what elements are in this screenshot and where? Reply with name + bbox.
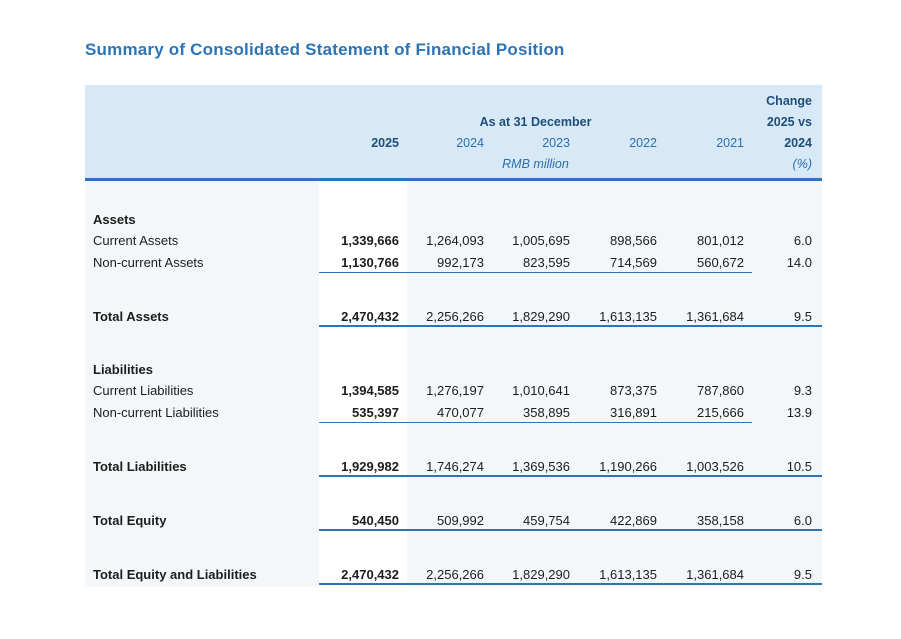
table-row: Liabilities [85, 359, 822, 380]
section-rule [319, 583, 822, 585]
value-cell: 358,158 [697, 512, 744, 528]
row-label: Liabilities [93, 362, 153, 377]
value-cell: 540,450 [352, 512, 399, 528]
table-row: Total Liabilities 1,929,982 1,746,274 1,… [85, 455, 822, 477]
spacer-row [85, 477, 822, 509]
value-cell: 787,860 [697, 383, 744, 398]
spacer-row [85, 327, 822, 359]
section-rule [319, 422, 752, 423]
value-cell: 1,746,274 [426, 458, 484, 474]
header-change-unit: (%) [792, 156, 812, 171]
spacer-row [85, 273, 822, 305]
table-row: Total Equity 540,450 509,992 459,754 422… [85, 509, 822, 531]
value-cell: 823,595 [523, 254, 570, 270]
table-row: Total Assets 2,470,432 2,256,266 1,829,2… [85, 305, 822, 327]
page-title: Summary of Consolidated Statement of Fin… [85, 40, 565, 59]
value-cell: 560,672 [697, 254, 744, 270]
row-label: Total Equity and Liabilities [93, 566, 257, 582]
value-cell: 1,005,695 [512, 233, 570, 248]
value-cell: 1,010,641 [512, 383, 570, 398]
section-rule [319, 325, 822, 327]
change-cell: 9.5 [793, 308, 812, 324]
section-rule [319, 272, 752, 273]
value-cell: 358,895 [523, 404, 570, 420]
value-cell: 873,375 [610, 383, 657, 398]
value-cell: 1,190,266 [599, 458, 657, 474]
spacer-row [85, 423, 822, 455]
row-label: Non-current Liabilities [93, 404, 219, 420]
change-cell: 9.3 [793, 383, 812, 398]
section-rule [319, 529, 822, 531]
value-cell: 316,891 [610, 404, 657, 420]
value-cell: 470,077 [437, 404, 484, 420]
value-cell: 1,130,766 [341, 254, 399, 270]
row-label: Total Liabilities [93, 458, 187, 474]
spacer-row [85, 531, 822, 563]
financial-position-table: Change As at 31 December 2025 vs 2025 20… [85, 85, 822, 587]
value-cell: 1,264,093 [426, 233, 484, 248]
header-change-line2: 2025 vs [766, 114, 812, 129]
value-cell: 2,256,266 [426, 308, 484, 324]
header-group-label: As at 31 December [479, 114, 592, 129]
value-cell: 1,613,135 [599, 566, 657, 582]
value-cell: 1,369,536 [512, 458, 570, 474]
value-cell: 2,470,432 [341, 566, 399, 582]
table-row: Current Liabilities 1,394,585 1,276,197 … [85, 380, 822, 401]
section-rule [319, 475, 822, 477]
row-label: Total Assets [93, 308, 169, 324]
header-year-2024: 2024 [456, 135, 484, 150]
header-year-2022: 2022 [629, 135, 657, 150]
value-cell: 1,829,290 [512, 566, 570, 582]
change-cell: 6.0 [793, 512, 812, 528]
table-row: Non-current Assets 1,130,766 992,173 823… [85, 251, 822, 273]
value-cell: 1,929,982 [341, 458, 399, 474]
value-cell: 1,829,290 [512, 308, 570, 324]
header-unit-label: RMB million [502, 156, 569, 171]
table-body-rows: Assets Current Assets 1,339,666 1,264,09… [85, 209, 822, 585]
header-year-2021: 2021 [716, 135, 744, 150]
row-label: Current Assets [93, 233, 179, 248]
value-cell: 898,566 [610, 233, 657, 248]
change-cell: 13.9 [786, 404, 812, 420]
value-cell: 509,992 [437, 512, 484, 528]
table-row: Assets [85, 209, 822, 230]
row-label: Total Equity [93, 512, 167, 528]
value-cell: 1,339,666 [341, 233, 399, 248]
row-label: Non-current Assets [93, 254, 204, 270]
change-cell: 9.5 [793, 566, 812, 582]
header-year-2025: 2025 [371, 135, 399, 150]
header-change-line1: Change [766, 93, 812, 108]
header-change-line3: 2024 [784, 135, 812, 150]
value-cell: 2,256,266 [426, 566, 484, 582]
value-cell: 422,869 [610, 512, 657, 528]
value-cell: 1,613,135 [599, 308, 657, 324]
value-cell: 1,276,197 [426, 383, 484, 398]
value-cell: 215,666 [697, 404, 744, 420]
change-cell: 10.5 [786, 458, 812, 474]
value-cell: 1,361,684 [686, 566, 744, 582]
value-cell: 714,569 [610, 254, 657, 270]
change-cell: 6.0 [793, 233, 812, 248]
table-row: Current Assets 1,339,666 1,264,093 1,005… [85, 230, 822, 251]
highlight-column-2025 [319, 181, 407, 587]
value-cell: 2,470,432 [341, 308, 399, 324]
value-cell: 992,173 [437, 254, 484, 270]
header-year-2023: 2023 [542, 135, 570, 150]
table-row: Total Equity and Liabilities 2,470,432 2… [85, 563, 822, 585]
value-cell: 801,012 [697, 233, 744, 248]
row-label: Current Liabilities [93, 383, 194, 398]
table-header: Change As at 31 December 2025 vs 2025 20… [85, 85, 822, 181]
value-cell: 459,754 [523, 512, 570, 528]
table-body: Assets Current Assets 1,339,666 1,264,09… [85, 181, 822, 587]
value-cell: 1,361,684 [686, 308, 744, 324]
value-cell: 1,394,585 [341, 383, 399, 398]
table-row: Non-current Liabilities 535,397 470,077 … [85, 401, 822, 423]
change-cell: 14.0 [786, 254, 812, 270]
value-cell: 1,003,526 [686, 458, 744, 474]
value-cell: 535,397 [352, 404, 399, 420]
row-label: Assets [93, 212, 136, 227]
